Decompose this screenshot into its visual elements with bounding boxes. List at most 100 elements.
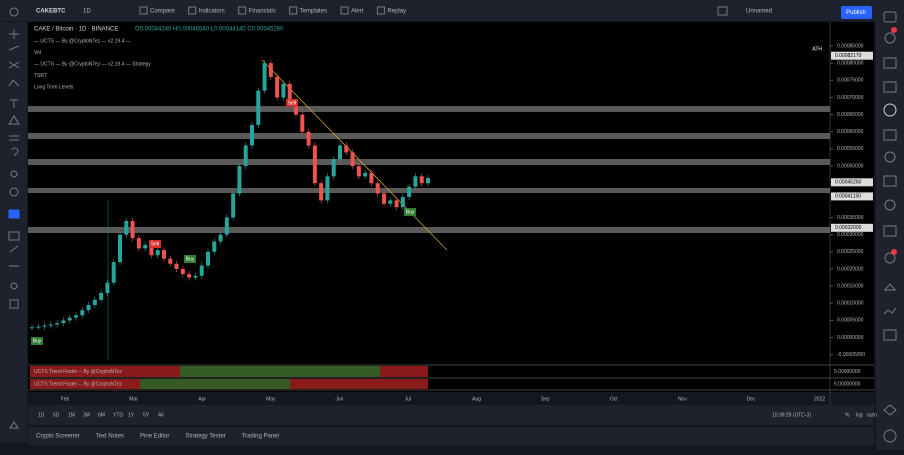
candle [61,320,66,324]
notif-dot [891,249,897,255]
icon [717,6,728,16]
legend-ohlc: O0.00044240 H0.00046540 L0.00044140 C0.0… [135,27,284,33]
tool-item[interactable]: Indicators [199,9,225,15]
x-tick-label: May [266,396,276,402]
scale-option[interactable]: % [845,412,850,418]
legend-title: CAKE / Bitcoin · 1D · BINANCE [34,27,118,33]
publish-button[interactable] [841,6,872,19]
price-tag-label: 0.00082170 [835,53,862,59]
x-tick-label: Aug [472,396,481,402]
tab[interactable]: Crypto Screener [36,434,80,440]
candle [218,234,223,242]
y-tick-label: 0.00050000 [837,163,864,169]
tool-icon [139,6,148,15]
pane-strip [180,366,380,377]
candle [130,220,135,239]
x-tick-label: Jul [405,396,411,402]
candle [243,145,248,167]
interval[interactable]: 1D [83,9,91,15]
legend-line: — UCTS — By @CryptoNTez — v2.19.4 — Stra… [34,61,151,67]
range-button[interactable]: 6M [98,412,105,418]
candle [350,152,355,167]
left-icons [8,7,20,429]
candle [155,250,160,256]
y-tick-label: 0.00060000 [837,129,864,135]
candle [294,104,298,115]
candle [262,63,267,91]
range-button[interactable]: All [158,412,164,418]
range-button[interactable]: YTD [113,412,123,418]
range-button[interactable]: 1Y [128,412,135,418]
candle [168,258,173,264]
range-button[interactable]: 1D [38,412,45,418]
clock: 10:38:28 (UTC-3) [772,412,811,418]
levels [28,106,830,233]
candle [331,159,336,177]
candle [413,176,418,187]
candle [80,310,85,316]
candle [99,292,104,300]
x-tick-label: Nov [678,396,687,402]
candle [394,200,399,208]
pane-title: UCTS Trend Finder -- By @CryptoNTez [34,381,122,387]
candle [338,145,342,160]
tool-item[interactable]: Financials [249,9,276,15]
scale-option[interactable]: auto [867,412,877,418]
candle [74,315,78,318]
scale-option[interactable]: log [856,412,863,418]
x-tick-label: Mar [129,396,138,402]
range-button[interactable]: 3M [83,412,90,418]
candle [400,196,405,208]
candle [136,238,141,249]
tool-item[interactable]: Compare [150,9,175,15]
candle [356,166,361,177]
signal-badge [149,240,161,248]
range-button[interactable]: 1M [68,412,75,418]
layout-name[interactable]: Unnamed [746,9,772,15]
range-bar [28,405,874,425]
signal-label: Buy [33,338,42,344]
tool-item[interactable]: Replay [387,9,406,15]
y-tick-label: 0.00070000 [837,95,864,101]
range-button[interactable]: 5D [53,412,60,418]
candle [212,241,217,252]
x-tick-label: Apr [198,396,206,402]
candle [180,268,185,275]
tool-item[interactable]: Templates [300,9,327,15]
candle [174,263,179,269]
y-tick-label: 0.00020000 [837,266,864,272]
tool-icon [376,6,385,15]
candle [375,183,380,194]
tool-item[interactable]: Alert [351,9,364,15]
x-tick-label: 2022 [814,396,825,402]
price-tag-label: 0.00041150 [835,194,861,200]
right-icons [883,11,897,443]
x-tick-label: Feb [61,396,70,402]
signal-label: Sell [288,100,296,106]
candle [388,200,393,204]
tab[interactable]: Text Notes [96,434,124,440]
tab[interactable]: Trading Panel [242,434,279,440]
candle [124,220,129,235]
price-tag [831,192,873,201]
candle [419,176,424,184]
candle [224,217,229,235]
candle [55,323,60,325]
candle [300,114,305,132]
y-tick-label: 0.00075000 [837,78,864,84]
candle [306,131,311,146]
price-tag [831,223,873,232]
signal-label: Buy [186,256,195,262]
pane-strip [140,379,290,389]
range-button[interactable]: 5Y [143,412,150,418]
candle [206,251,210,266]
tab[interactable]: Pine Editor [140,434,169,440]
symbol[interactable]: CAKEBTC [36,9,66,15]
legend-line: TSRT [34,73,47,79]
price-tag-label: 0.00032000 [835,225,862,231]
signal-badge [286,99,298,107]
tab[interactable]: Strategy Tester [185,434,225,440]
publish-label[interactable]: Publish [846,10,866,16]
candle [118,234,122,263]
tool-icon [289,6,298,15]
